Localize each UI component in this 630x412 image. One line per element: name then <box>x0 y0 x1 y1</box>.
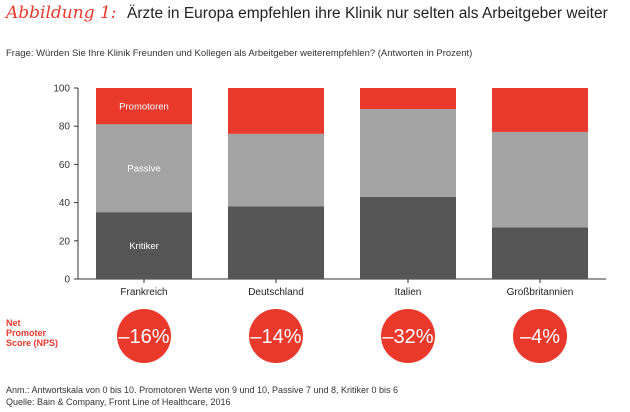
nps-value: –32% <box>382 326 433 348</box>
bar-passive-italien <box>360 109 456 197</box>
figure-label: Abbildung 1: <box>6 3 117 23</box>
y-tick-label: 40 <box>59 198 71 209</box>
bar-promotoren-deutschland <box>228 88 324 134</box>
bar-promotoren-italien <box>360 88 456 110</box>
footnote-source: Quelle: Bain & Company, Front Line of He… <box>6 397 231 407</box>
bar-promotoren-großbritannien <box>492 88 588 132</box>
bar-passive-frankreich <box>96 124 192 213</box>
bar-kritiker-deutschland <box>228 206 324 279</box>
y-tick-label: 100 <box>53 84 70 95</box>
x-tick-label: Italien <box>395 287 422 298</box>
bar-passive-deutschland <box>228 133 324 207</box>
bar-kritiker-frankreich <box>96 212 192 279</box>
chart-subtitle: Frage: Würden Sie Ihre Klinik Freunden u… <box>6 48 473 59</box>
nps-value: –16% <box>118 326 169 348</box>
segment-label-passive: Passive <box>127 164 160 175</box>
bar-kritiker-großbritannien <box>492 227 588 279</box>
footnote-note: Anm.: Antwortskala von 0 bis 10. Promoto… <box>6 385 399 395</box>
chart-title-row: Abbildung 1: Ärzte in Europa empfehlen i… <box>6 3 608 23</box>
x-tick-label: Frankreich <box>120 287 167 298</box>
nps-value: –4% <box>520 326 560 348</box>
x-tick-label: Deutschland <box>248 287 304 298</box>
nps-label-line: Net <box>6 318 21 328</box>
y-tick-label: 60 <box>59 160 71 171</box>
bar-kritiker-italien <box>360 196 456 279</box>
nps-circle <box>117 309 171 363</box>
nps-label-line: Promoter <box>6 328 47 338</box>
chart-title: Ärzte in Europa empfehlen ihre Klinik nu… <box>126 5 608 22</box>
y-tick-label: 0 <box>64 275 70 286</box>
y-tick-label: 20 <box>59 236 71 247</box>
segment-label-promotoren: Promotoren <box>119 102 169 113</box>
bar-passive-großbritannien <box>492 131 588 228</box>
x-tick-label: Großbritannien <box>507 287 574 298</box>
nps-circle <box>381 309 435 363</box>
y-tick-label: 80 <box>59 122 71 133</box>
bar-promotoren-frankreich <box>96 88 192 125</box>
nps-label-line: Score (NPS) <box>6 338 58 348</box>
nps-circle <box>513 309 567 363</box>
segment-label-kritiker: Kritiker <box>129 241 159 252</box>
nps-circle <box>249 309 303 363</box>
nps-value: –14% <box>250 326 301 348</box>
